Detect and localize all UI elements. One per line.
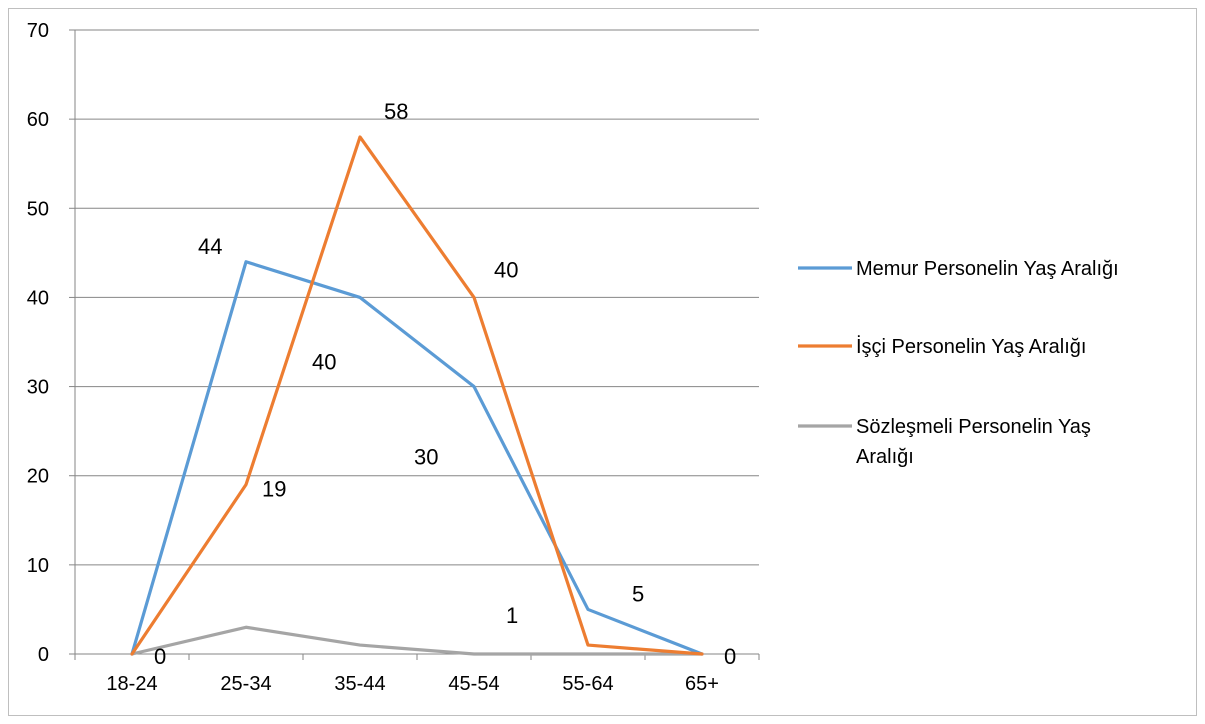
x-tick-label: 18-24 — [106, 673, 157, 695]
y-tick-label: 30 — [27, 377, 49, 399]
y-tick-label: 40 — [27, 287, 49, 309]
legend-entry: İşçi Personelin Yaş Aralığı — [798, 335, 1087, 358]
legend-label-line: Sözleşmeli Personelin Yaş — [856, 416, 1091, 438]
legend-label: Memur Personelin Yaş Aralığı — [856, 258, 1119, 280]
x-tick-label: 65+ — [685, 673, 719, 695]
data-label: 0 — [724, 644, 736, 669]
chart-frame — [8, 8, 1197, 716]
data-label: 1 — [506, 603, 518, 628]
data-label: 40 — [312, 349, 336, 374]
legend-label: Sözleşmeli Personelin Yaş Aralığı — [856, 416, 1091, 468]
legend: Memur Personelin Yaş Aralığı İşçi Persone… — [798, 258, 1119, 468]
y-axis-ticks: 0 10 20 30 40 50 60 70 — [27, 20, 75, 666]
legend-label: İşçi Personelin Yaş Aralığı — [856, 335, 1087, 358]
data-label: 0 — [154, 644, 166, 669]
series-line — [130, 625, 704, 656]
y-tick-label: 20 — [27, 466, 49, 488]
series-line — [130, 260, 704, 656]
y-tick-label: 60 — [27, 109, 49, 131]
data-label: 58 — [384, 99, 408, 124]
series-line — [130, 135, 704, 656]
y-tick-label: 70 — [27, 20, 49, 42]
legend-label-line: Aralığı — [856, 446, 914, 468]
x-tick-label: 55-64 — [562, 673, 613, 695]
x-tick-label: 45-54 — [448, 673, 499, 695]
gridlines — [75, 29, 759, 566]
data-label: 40 — [494, 257, 518, 282]
data-label: 30 — [414, 445, 438, 470]
legend-entry: Sözleşmeli Personelin Yaş Aralığı — [798, 416, 1091, 468]
data-label: 44 — [198, 234, 222, 259]
y-tick-label: 0 — [38, 644, 49, 666]
legend-entry: Memur Personelin Yaş Aralığı — [798, 258, 1119, 280]
y-tick-label: 50 — [27, 198, 49, 220]
x-tick-label: 35-44 — [334, 673, 385, 695]
data-label: 5 — [632, 581, 644, 606]
x-axis-ticks: 18-24 25-34 35-44 45-54 55-64 65+ — [74, 654, 760, 695]
data-label: 19 — [262, 477, 286, 502]
y-tick-label: 10 — [27, 555, 49, 577]
x-tick-label: 25-34 — [220, 673, 271, 695]
series-lines — [130, 135, 704, 656]
